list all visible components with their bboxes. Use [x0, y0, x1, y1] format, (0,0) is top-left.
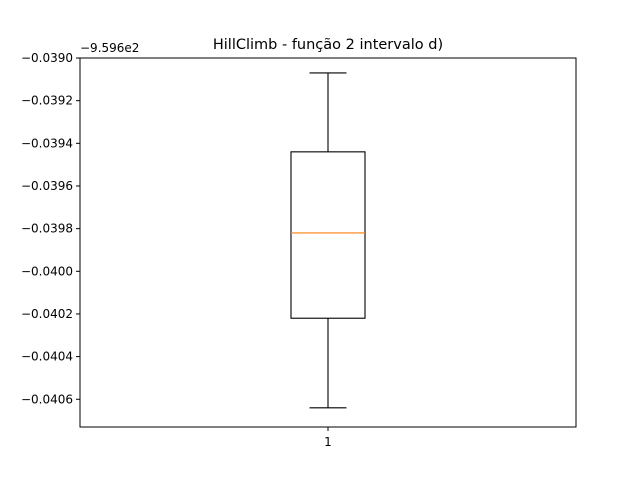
y-tick-label: −0.0400 — [21, 264, 73, 278]
x-tick-label: 1 — [324, 435, 332, 449]
box-iqr — [290, 151, 366, 319]
axes: −0.0390 −0.0392 −0.0394 −0.0396 −0.0398 −0.04… — [21, 51, 577, 449]
y-axis-offset-label: −9.596e2 — [80, 41, 139, 55]
y-tick-label: −0.0390 — [21, 51, 73, 65]
y-tick-label: −0.0406 — [21, 392, 73, 406]
y-tick-label: −0.0394 — [21, 136, 73, 150]
plot-area — [290, 72, 366, 409]
y-tick-label: −0.0398 — [21, 222, 73, 236]
y-tick-label: −0.0396 — [21, 179, 73, 193]
y-tick-label: −0.0402 — [21, 307, 73, 321]
y-tick-label: −0.0392 — [21, 94, 73, 108]
y-tick-label: −0.0404 — [21, 350, 73, 364]
chart-title: HillClimb - função 2 intervalo d) — [213, 37, 443, 53]
